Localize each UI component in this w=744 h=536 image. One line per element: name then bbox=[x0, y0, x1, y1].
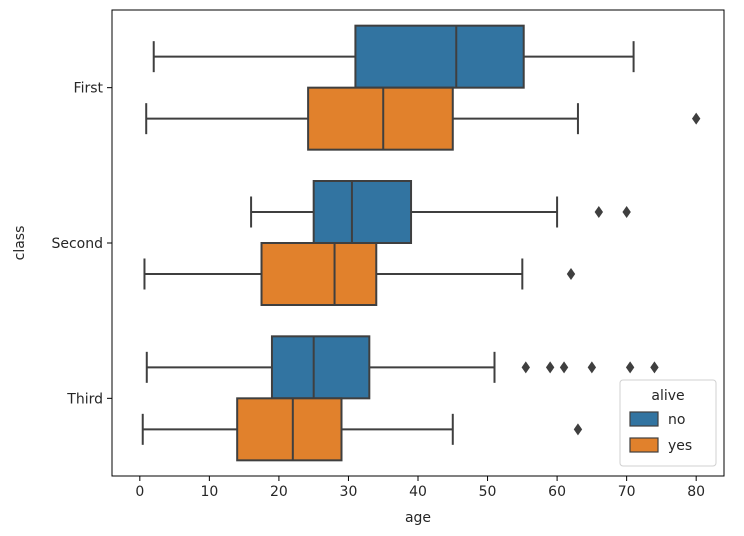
y-axis-label: class bbox=[12, 226, 28, 261]
x-tick-label: 30 bbox=[340, 484, 358, 500]
box-no-second bbox=[250, 180, 631, 244]
box-iqr bbox=[307, 86, 454, 151]
box-no-first bbox=[152, 24, 635, 89]
axes-layer: 0 10 20 30 40 50 60 70 80 First Second Third age clas… bbox=[12, 81, 705, 526]
outlier-point bbox=[566, 268, 576, 280]
x-tick-label: 0 bbox=[135, 484, 144, 500]
box-iqr bbox=[270, 335, 371, 400]
y-tick-label-third: Third bbox=[66, 391, 103, 407]
outlier-point bbox=[521, 361, 530, 374]
plot-frame bbox=[111, 9, 725, 477]
x-tick-label: 20 bbox=[270, 484, 288, 500]
box-iqr bbox=[354, 24, 525, 89]
legend-label-no: no bbox=[668, 412, 685, 428]
marks-layer bbox=[141, 24, 701, 462]
legend-title: alive bbox=[651, 388, 684, 404]
box-yes-first bbox=[145, 86, 701, 151]
outlier-point bbox=[573, 423, 583, 436]
outlier-point bbox=[545, 361, 555, 374]
x-tick-label: 10 bbox=[200, 484, 218, 500]
x-tick-label: 60 bbox=[548, 484, 566, 500]
box-iqr bbox=[260, 242, 378, 306]
box-iqr bbox=[312, 180, 413, 244]
box-yes-third bbox=[141, 397, 583, 462]
outlier-point bbox=[625, 361, 635, 374]
legend: alive no yes bbox=[619, 379, 717, 467]
legend-swatch-yes bbox=[629, 437, 659, 453]
y-tick-label-first: First bbox=[74, 81, 104, 97]
legend-label-yes: yes bbox=[668, 438, 692, 454]
box-yes-second bbox=[143, 242, 576, 306]
outlier-point bbox=[622, 206, 631, 218]
box-iqr bbox=[236, 397, 343, 462]
box-no-third bbox=[145, 335, 659, 400]
frame-layer bbox=[111, 9, 725, 477]
x-tick-label: 50 bbox=[479, 484, 497, 500]
y-tick-label-second: Second bbox=[51, 236, 103, 252]
outlier-point bbox=[650, 361, 659, 374]
outlier-point bbox=[559, 361, 569, 374]
x-axis-label: age bbox=[405, 510, 431, 526]
outlier-point bbox=[594, 206, 604, 218]
outlier-point bbox=[691, 112, 701, 125]
legend-swatch-no bbox=[629, 411, 659, 427]
x-tick-label: 40 bbox=[409, 484, 427, 500]
outlier-point bbox=[587, 361, 597, 374]
x-tick-label: 80 bbox=[687, 484, 705, 500]
x-tick-label: 70 bbox=[618, 484, 636, 500]
